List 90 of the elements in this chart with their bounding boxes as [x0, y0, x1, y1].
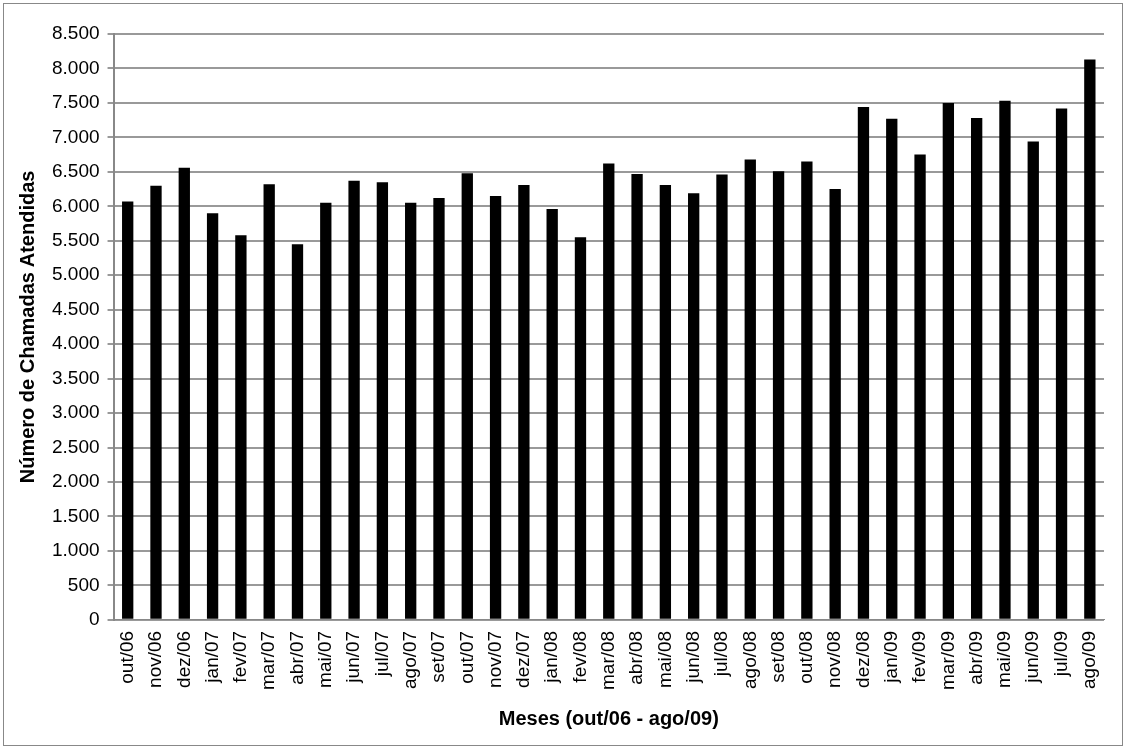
bar	[235, 235, 247, 619]
bar	[263, 184, 275, 619]
y-tick-label: 8.000	[52, 56, 100, 78]
bar	[405, 202, 417, 619]
y-tick-label: 5.000	[52, 263, 100, 285]
bar	[291, 244, 304, 619]
y-tick-label: 2.500	[52, 435, 100, 457]
x-tick-label: mar/09	[936, 630, 958, 691]
bar	[489, 195, 502, 619]
bar	[150, 185, 162, 619]
y-tick-label: 5.500	[52, 229, 100, 251]
y-tick-label: 8.500	[52, 22, 100, 44]
bar	[914, 154, 926, 619]
x-tick-label: mai/08	[653, 630, 675, 688]
y-tick-label: 6.500	[52, 160, 100, 182]
x-tick-label: out/06	[115, 630, 137, 684]
y-axis-title: Número de Chamadas Atendidas	[15, 170, 38, 484]
x-tick-label: nov/07	[483, 630, 505, 688]
x-tick-label: jul/08	[710, 630, 732, 678]
x-tick-label: nov/06	[144, 630, 166, 688]
bar	[376, 182, 389, 619]
bar	[206, 213, 219, 619]
y-tick-label: 3.000	[52, 401, 100, 423]
x-tick-label: nov/08	[823, 630, 845, 688]
x-tick-label: fev/08	[568, 630, 590, 683]
bar	[574, 237, 587, 619]
x-tick-label: fev/07	[229, 630, 251, 683]
x-tick-label: jun/08	[681, 630, 703, 684]
y-tick-label: 4.000	[52, 332, 100, 354]
x-tick-label: abr/09	[964, 630, 986, 685]
x-tick-label: ago/07	[398, 630, 420, 689]
y-tick-label: 7.000	[52, 125, 100, 147]
bar	[518, 184, 530, 619]
bar	[801, 161, 813, 619]
x-tick-label: ago/09	[1078, 630, 1100, 689]
x-tick-label: mai/07	[314, 630, 336, 688]
x-tick-label: abr/07	[285, 630, 307, 685]
bar	[659, 184, 672, 619]
x-tick-label: mar/07	[257, 630, 279, 691]
bar	[857, 107, 870, 619]
bar	[772, 171, 785, 619]
x-tick-label: jun/09	[1021, 630, 1043, 684]
x-tick-label: mai/09	[993, 630, 1015, 688]
x-tick-label: out/08	[795, 630, 817, 684]
x-tick-label: jul/09	[1049, 630, 1071, 678]
x-tick-label: dez/06	[172, 630, 194, 688]
bar	[886, 118, 898, 619]
x-tick-label: out/07	[455, 630, 477, 684]
y-tick-label: 0	[88, 608, 100, 630]
x-tick-label: mar/08	[597, 630, 619, 691]
x-axis-title: Meses (out/06 - ago/09)	[498, 706, 719, 729]
y-tick-label: 1.500	[52, 504, 100, 526]
bar	[320, 202, 332, 619]
x-tick-label: jul/07	[370, 630, 392, 678]
y-tick-label: 7.500	[52, 91, 100, 113]
y-tick-label: 500	[67, 573, 100, 595]
x-tick-label: jan/08	[540, 630, 562, 684]
bar	[716, 174, 728, 619]
x-tick-label: jun/07	[342, 630, 364, 684]
bar	[122, 201, 134, 619]
x-tick-label: fev/09	[908, 630, 930, 683]
x-tick-label: jan/09	[879, 630, 901, 684]
bar	[603, 163, 615, 619]
bar	[546, 209, 558, 619]
x-tick-label: set/08	[766, 630, 788, 683]
bar	[1027, 141, 1039, 619]
bar	[461, 173, 473, 619]
x-tick-label: dez/07	[512, 630, 534, 688]
bar	[178, 167, 190, 619]
y-tick-label: 2.000	[52, 470, 100, 492]
y-tick-label: 3.500	[52, 366, 100, 388]
bar	[999, 100, 1011, 619]
bar	[1055, 108, 1068, 619]
bar	[631, 173, 643, 619]
x-tick-label: abr/08	[625, 630, 647, 685]
x-tick-label: jan/07	[200, 630, 222, 684]
y-tick-label: 4.500	[52, 297, 100, 319]
x-tick-label: set/07	[427, 630, 449, 683]
x-tick-label: dez/08	[851, 630, 873, 688]
bar	[348, 180, 360, 619]
x-tick-label: ago/08	[738, 630, 760, 689]
bar	[433, 198, 445, 619]
bar	[688, 193, 700, 619]
bar	[744, 159, 756, 619]
y-tick-label: 1.000	[52, 539, 100, 561]
y-tick-label: 6.000	[52, 194, 100, 216]
bar	[1084, 59, 1096, 619]
bar	[942, 102, 955, 619]
bar	[829, 189, 841, 619]
bar	[971, 118, 983, 619]
